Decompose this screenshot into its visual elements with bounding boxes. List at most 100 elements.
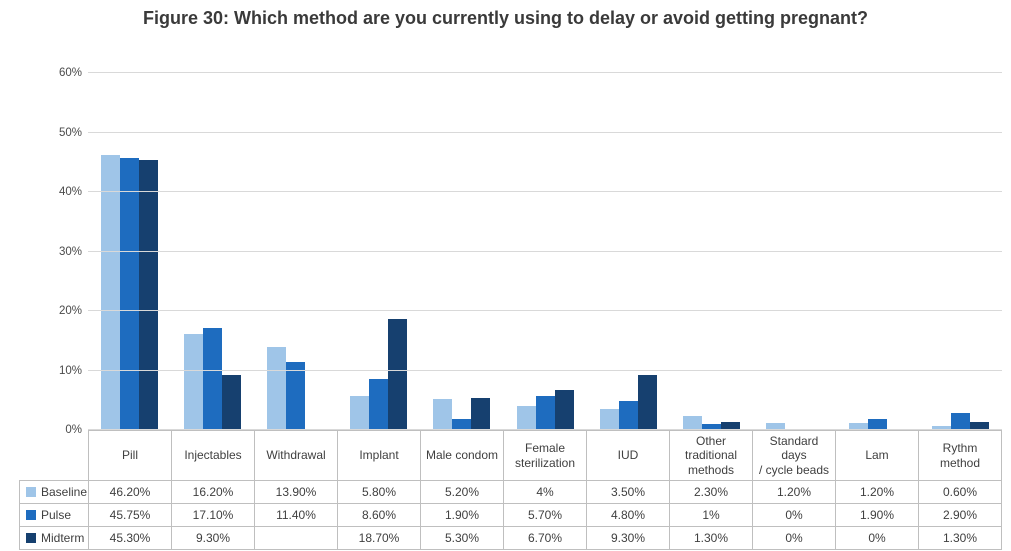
table-header-row: Pill Injectables Withdrawal Implant Male con… <box>20 430 1002 481</box>
gridline <box>88 369 1002 371</box>
gridline <box>88 191 1002 192</box>
y-axis-tick-label: 20% <box>58 305 82 317</box>
value-cell: 17.10% <box>171 503 255 527</box>
bar-baseline <box>350 395 370 430</box>
bar-midterm <box>388 318 408 430</box>
category-header-cell: Male condom <box>420 430 504 481</box>
bar-group <box>919 73 1002 430</box>
category-header-cell: Female sterilization <box>503 430 587 481</box>
value-cell: 1.30% <box>669 526 753 550</box>
y-axis-tick-label: 40% <box>58 186 82 198</box>
value-cell: 5.80% <box>337 480 421 504</box>
legend-swatch <box>26 510 36 520</box>
category-header-cell: Withdrawal <box>254 430 338 481</box>
bar-pulse <box>535 396 555 430</box>
value-cell: 2.30% <box>669 480 753 504</box>
value-cell: 18.70% <box>337 526 421 550</box>
bar-midterm <box>720 422 740 430</box>
bar-group <box>254 73 337 430</box>
bar-baseline <box>433 399 453 430</box>
value-cell: 8.60% <box>337 503 421 527</box>
value-cell: 1.20% <box>752 480 836 504</box>
bar-pulse <box>618 401 638 430</box>
value-cell: 45.30% <box>88 526 172 550</box>
gridline <box>88 72 1002 73</box>
gridline <box>88 250 1002 252</box>
bar-baseline <box>848 422 868 430</box>
bar-baseline <box>682 416 702 430</box>
bar-midterm <box>969 422 989 430</box>
category-header-cell: Standard days / cycle beads <box>752 430 836 481</box>
bar-pulse <box>701 424 721 430</box>
value-cell: 1% <box>669 503 753 527</box>
bar-midterm <box>471 398 491 430</box>
legend-swatch <box>26 533 36 543</box>
bar-midterm <box>637 374 657 430</box>
legend-label: Pulse <box>41 508 72 522</box>
bar-pulse <box>950 412 970 430</box>
category-header-cell: Lam <box>835 430 919 481</box>
bar-midterm <box>554 390 574 430</box>
value-cell: 0% <box>752 526 836 550</box>
bar-baseline <box>184 333 204 430</box>
value-cell: 4.80% <box>586 503 670 527</box>
bar-group <box>88 73 171 430</box>
bar-group <box>587 73 670 430</box>
value-cell: 4% <box>503 480 587 504</box>
value-cell: 0% <box>835 526 919 550</box>
data-table: Pill Injectables Withdrawal Implant Male con… <box>19 430 1002 550</box>
category-header-cell: Other traditional methods <box>669 430 753 481</box>
value-cell: 45.75% <box>88 503 172 527</box>
bar-baseline <box>516 406 536 430</box>
y-axis-tick-label: 60% <box>58 67 82 79</box>
legend-label: Baseline <box>41 485 88 499</box>
table-row: Baseline 46.20% 16.20% 13.90% 5.80% 5.20% 4% 3.… <box>19 480 1002 504</box>
table-row: Midterm 45.30% 9.30% 18.70% 5.30% 6.70% 9.30% 1… <box>19 526 1002 550</box>
y-axis-tick-label: 0% <box>65 424 82 436</box>
category-header-cell: Injectables <box>171 430 255 481</box>
bar-group <box>420 73 503 430</box>
value-cell: 5.30% <box>420 526 504 550</box>
legend-cell: Pulse <box>19 503 89 527</box>
legend-swatch <box>26 487 36 497</box>
category-header-cell: IUD <box>586 430 670 481</box>
bar-pulse <box>452 418 472 430</box>
bar-pulse <box>867 418 887 430</box>
value-cell: 2.90% <box>918 503 1002 527</box>
bar-group <box>753 73 836 430</box>
value-cell: 9.30% <box>586 526 670 550</box>
bar-pulse <box>203 328 223 430</box>
value-cell: 9.30% <box>171 526 255 550</box>
value-cell: 1.90% <box>835 503 919 527</box>
chart-title: Figure 30: Which method are you currentl… <box>142 8 869 28</box>
bar-group <box>670 73 753 430</box>
bar-baseline <box>101 155 121 430</box>
bar-baseline <box>931 426 951 430</box>
value-cell: 5.70% <box>503 503 587 527</box>
table-row: Pulse 45.75% 17.10% 11.40% 8.60% 1.90% 5.70% 4.… <box>19 503 1002 527</box>
category-header-cell: Rythm method <box>918 430 1002 481</box>
legend-cell: Midterm <box>19 526 89 550</box>
gridline <box>88 131 1002 133</box>
category-header-cell: Implant <box>337 430 421 481</box>
bar-baseline <box>267 347 287 430</box>
bar-pulse <box>369 378 389 430</box>
value-cell: 0.60% <box>918 480 1002 504</box>
bar-groups <box>88 73 1002 430</box>
value-cell: 1.20% <box>835 480 919 504</box>
bar-group <box>836 73 919 430</box>
bar-pulse <box>286 362 306 430</box>
value-cell <box>254 526 338 550</box>
bar-baseline <box>765 422 785 430</box>
value-cell: 11.40% <box>254 503 338 527</box>
y-axis-tick-label: 50% <box>58 126 82 139</box>
value-cell: 6.70% <box>503 526 587 550</box>
bar-group <box>337 73 420 430</box>
y-axis-tick-label: 10% <box>58 364 82 377</box>
value-cell: 46.20% <box>88 480 172 504</box>
value-cell: 13.90% <box>254 480 338 504</box>
value-cell: 0% <box>752 503 836 527</box>
bar-group <box>171 73 254 430</box>
bar-pulse <box>120 157 140 430</box>
value-cell: 16.20% <box>171 480 255 504</box>
